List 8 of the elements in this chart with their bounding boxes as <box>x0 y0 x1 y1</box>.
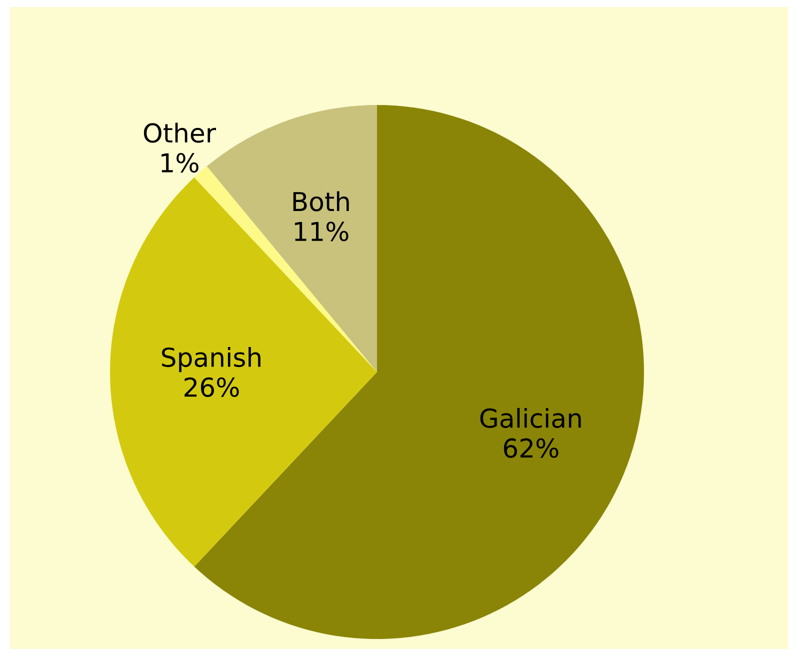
data-label: 26% <box>184 377 239 397</box>
slice-label: Spanish <box>162 347 260 372</box>
slice-label: Other <box>144 122 216 143</box>
slice-label: Galician <box>480 408 581 428</box>
data-label: 62% <box>504 438 558 458</box>
data-label: 1% <box>162 153 198 173</box>
slice-label: Both <box>293 191 349 212</box>
data-label: 11% <box>294 222 348 242</box>
